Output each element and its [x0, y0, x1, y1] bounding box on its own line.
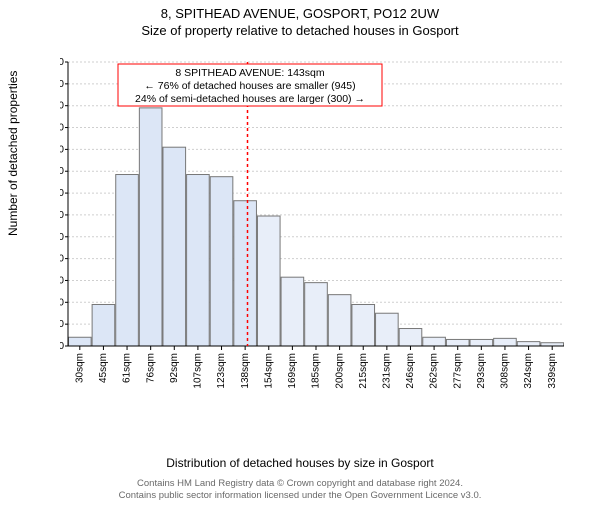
- svg-text:20: 20: [60, 319, 64, 330]
- histogram-svg: 0 20 40 60 80 100 120 140 160 180 200 220 240 260 30sq…: [60, 56, 570, 406]
- svg-text:169sqm: 169sqm: [287, 353, 298, 389]
- svg-text:200: 200: [60, 123, 64, 134]
- svg-text:277sqm: 277sqm: [452, 353, 463, 389]
- chart-title-main: 8, SPITHEAD AVENUE, GOSPORT, PO12 2UW: [0, 6, 600, 21]
- svg-text:180: 180: [60, 144, 64, 155]
- footer-line-1: Contains HM Land Registry data © Crown c…: [0, 478, 600, 490]
- svg-text:293sqm: 293sqm: [476, 353, 487, 389]
- svg-text:262sqm: 262sqm: [429, 353, 440, 389]
- svg-text:160: 160: [60, 166, 64, 177]
- svg-text:0: 0: [60, 341, 64, 352]
- svg-text:45sqm: 45sqm: [98, 353, 109, 383]
- footer-line-2: Contains public sector information licen…: [0, 490, 600, 502]
- svg-text:339sqm: 339sqm: [547, 353, 558, 389]
- svg-text:185sqm: 185sqm: [311, 353, 322, 389]
- svg-text:154sqm: 154sqm: [263, 353, 274, 389]
- svg-text:100: 100: [60, 232, 64, 243]
- svg-text:8 SPITHEAD AVENUE: 143sqm: 8 SPITHEAD AVENUE: 143sqm: [175, 67, 324, 79]
- svg-text:123sqm: 123sqm: [216, 353, 227, 389]
- svg-text:61sqm: 61sqm: [122, 353, 133, 383]
- svg-text:308sqm: 308sqm: [500, 353, 511, 389]
- svg-text:76sqm: 76sqm: [145, 353, 156, 383]
- svg-text:246sqm: 246sqm: [405, 353, 416, 389]
- svg-text:92sqm: 92sqm: [169, 353, 180, 383]
- svg-text:40: 40: [60, 297, 64, 308]
- svg-text:231sqm: 231sqm: [381, 353, 392, 389]
- svg-text:120: 120: [60, 210, 64, 221]
- svg-text:220: 220: [60, 101, 64, 112]
- chart-container: 8, SPITHEAD AVENUE, GOSPORT, PO12 2UW Si…: [0, 6, 600, 506]
- svg-text:200sqm: 200sqm: [334, 353, 345, 389]
- svg-text:24% of semi-detached houses ar: 24% of semi-detached houses are larger (…: [135, 93, 365, 105]
- svg-text:107sqm: 107sqm: [193, 353, 204, 389]
- svg-text:324sqm: 324sqm: [523, 353, 534, 389]
- svg-text:240: 240: [60, 79, 64, 90]
- svg-text:60: 60: [60, 275, 64, 286]
- svg-text:260: 260: [60, 57, 64, 68]
- chart-area: 0 20 40 60 80 100 120 140 160 180 200 220 240 260 30sq…: [60, 56, 570, 406]
- svg-text:140: 140: [60, 188, 64, 199]
- y-axis-label: Number of detached properties: [6, 71, 20, 236]
- x-axis-label: Distribution of detached houses by size …: [0, 456, 600, 470]
- chart-title-sub: Size of property relative to detached ho…: [0, 23, 600, 38]
- footer-attribution: Contains HM Land Registry data © Crown c…: [0, 478, 600, 502]
- svg-text:30sqm: 30sqm: [74, 353, 85, 383]
- svg-text:← 76% of detached houses are s: ← 76% of detached houses are smaller (94…: [144, 80, 355, 92]
- svg-text:138sqm: 138sqm: [240, 353, 251, 389]
- svg-text:80: 80: [60, 254, 64, 265]
- svg-text:215sqm: 215sqm: [358, 353, 369, 389]
